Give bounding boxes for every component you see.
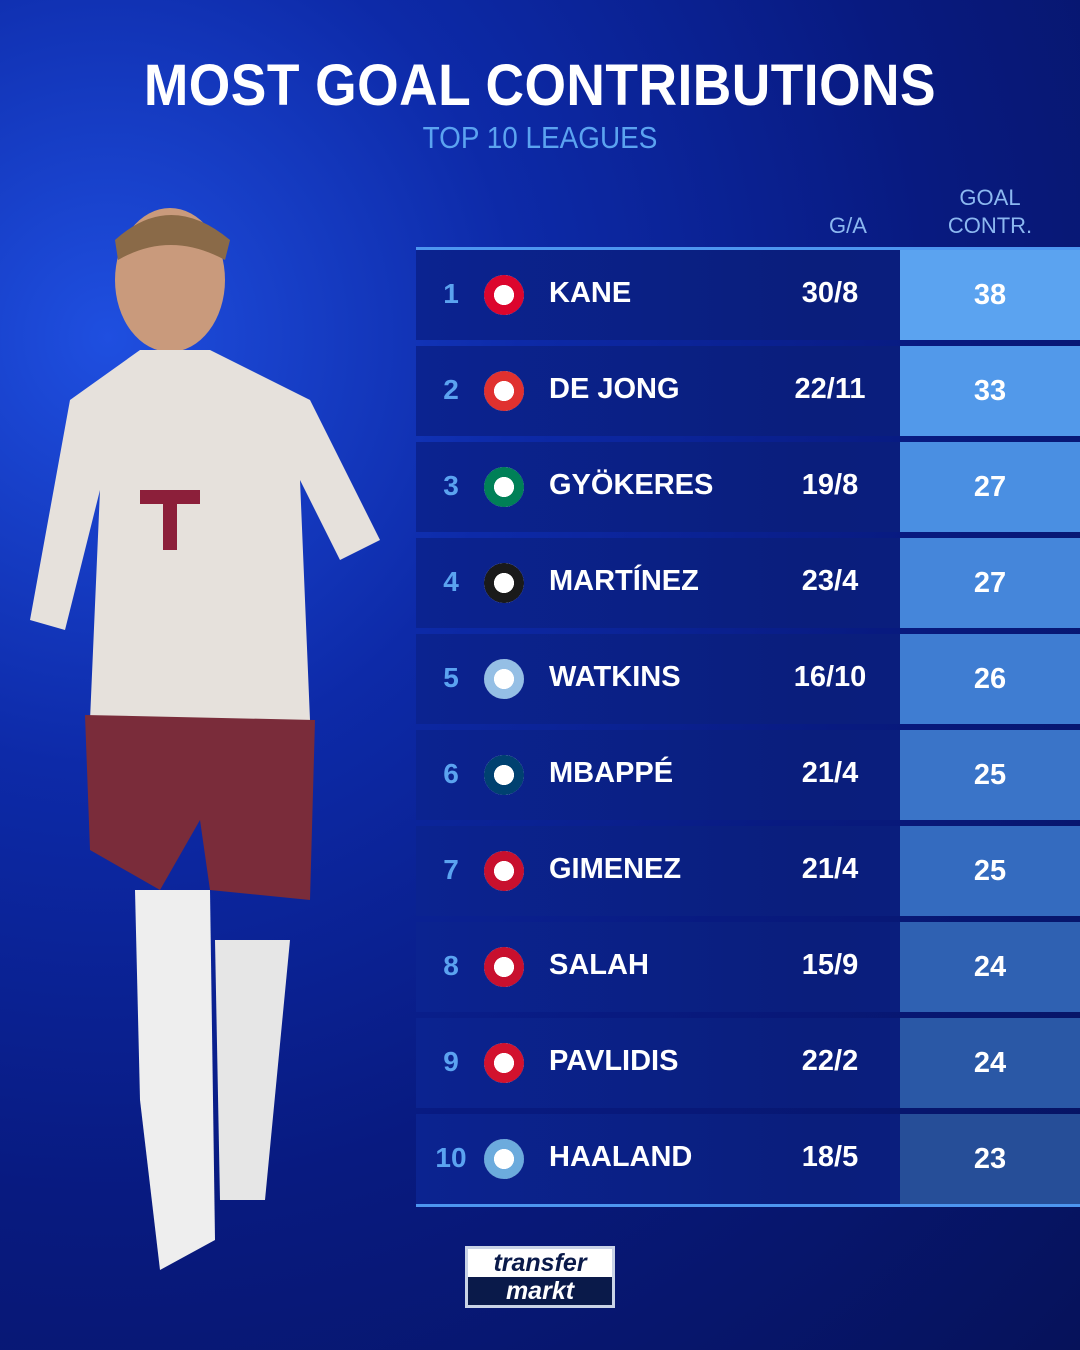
rank: 3 xyxy=(443,470,459,501)
table-bottom-divider xyxy=(416,1204,1080,1207)
goal-contributions: 27 xyxy=(900,442,1080,532)
goals-assists: 21/4 xyxy=(801,757,859,789)
goals-assists: 19/8 xyxy=(801,469,859,501)
goal-contributions: 24 xyxy=(900,922,1080,1012)
goals-assists: 30/8 xyxy=(801,277,859,309)
rank: 8 xyxy=(443,950,459,981)
player-name: MBAPPÉ xyxy=(549,757,674,789)
goal-contributions: 33 xyxy=(900,346,1080,436)
table-top-divider xyxy=(416,247,1080,250)
table-row: 8 SALAH 15/9 24 xyxy=(416,922,1080,1012)
table-row: 7 GIMENEZ 21/4 25 xyxy=(416,826,1080,916)
psg-crest-icon xyxy=(484,755,524,795)
player-name: GYÖKERES xyxy=(549,469,714,501)
rank: 7 xyxy=(443,854,459,885)
header-gc-line2: CONTR. xyxy=(947,213,1033,238)
rank: 2 xyxy=(443,374,459,405)
player-name: KANE xyxy=(549,277,632,309)
table-row: 5 WATKINS 16/10 26 xyxy=(416,634,1080,724)
goals-assists: 16/10 xyxy=(793,661,867,693)
inter-crest-icon xyxy=(484,563,524,603)
goal-contributions: 27 xyxy=(900,538,1080,628)
goals-assists: 21/4 xyxy=(801,853,859,885)
rank: 10 xyxy=(435,1142,467,1173)
goals-assists: 22/2 xyxy=(801,1045,859,1077)
player-name: WATKINS xyxy=(549,661,681,693)
table-row: 10 HAALAND 18/5 23 xyxy=(416,1114,1080,1204)
table-row: 2 DE JONG 22/11 33 xyxy=(416,346,1080,436)
goal-contributions: 25 xyxy=(900,826,1080,916)
player-name: HAALAND xyxy=(549,1141,693,1173)
feyenoord-crest-icon xyxy=(484,851,524,891)
player-name: MARTÍNEZ xyxy=(549,565,699,597)
page-title: MOST GOAL CONTRIBUTIONS xyxy=(143,53,937,118)
logo-line2: markt xyxy=(505,1277,575,1305)
rank: 9 xyxy=(443,1046,459,1077)
player-name: SALAH xyxy=(549,949,649,981)
player-name: DE JONG xyxy=(549,373,680,405)
player-name: PAVLIDIS xyxy=(549,1045,679,1077)
goal-contributions: 23 xyxy=(900,1114,1080,1204)
player-photo xyxy=(30,208,380,1270)
table-row: 9 PAVLIDIS 22/2 24 xyxy=(416,1018,1080,1108)
goal-contributions: 38 xyxy=(900,250,1080,340)
page-subtitle: TOP 10 LEAGUES xyxy=(422,120,658,155)
table-row: 1 KANE 30/8 38 xyxy=(416,250,1080,340)
goal-contributions: 24 xyxy=(900,1018,1080,1108)
rank: 6 xyxy=(443,758,459,789)
player-name: GIMENEZ xyxy=(549,853,682,885)
rank: 4 xyxy=(443,566,459,597)
goals-assists: 15/9 xyxy=(801,949,859,981)
psv-crest-icon xyxy=(484,371,524,411)
logo-line1: transfer xyxy=(468,1249,612,1277)
goals-assists: 18/5 xyxy=(801,1141,859,1173)
table-row: 6 MBAPPÉ 21/4 25 xyxy=(416,730,1080,820)
aston-villa-crest-icon xyxy=(484,659,524,699)
sporting-cp-crest-icon xyxy=(484,467,524,507)
header-gc-line1: GOAL xyxy=(959,185,1021,210)
manchester-city-crest-icon xyxy=(484,1139,524,1179)
az-alkmaar-crest-icon xyxy=(484,1043,524,1083)
goal-contributions: 25 xyxy=(900,730,1080,820)
bayern-munich-crest-icon xyxy=(484,275,524,315)
transfermarkt-logo: transfer markt xyxy=(465,1246,615,1308)
goals-assists: 23/4 xyxy=(801,565,859,597)
liverpool-crest-icon xyxy=(484,947,524,987)
header-ga: G/A xyxy=(829,213,867,238)
rank: 1 xyxy=(443,278,459,309)
table-row: 3 GYÖKERES 19/8 27 xyxy=(416,442,1080,532)
goals-assists: 22/11 xyxy=(794,373,866,405)
table-row: 4 MARTÍNEZ 23/4 27 xyxy=(416,538,1080,628)
goal-contributions: 26 xyxy=(900,634,1080,724)
rank: 5 xyxy=(443,662,459,693)
header-goal-contr: GOAL CONTR. xyxy=(900,184,1080,240)
